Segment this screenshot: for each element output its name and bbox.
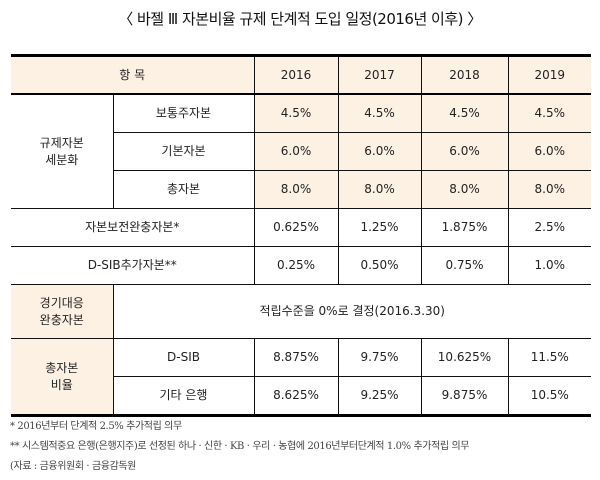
header-item: 항 목: [11, 54, 255, 95]
footnote: ** 시스템적중요 은행(은행지주)로 선정된 하나 · 신한 · KB · 우…: [10, 441, 470, 452]
cell: 9.25%: [337, 376, 422, 417]
cell: 8.0%: [337, 170, 422, 209]
cell: 8.0%: [420, 170, 509, 209]
cell: 2.5%: [507, 208, 591, 247]
row-label: D-SIB: [112, 338, 255, 377]
cell: 0.75%: [420, 246, 509, 285]
cell: 6.0%: [337, 132, 422, 171]
table-row: 경기대응 완충자본 적립수준을 0%로 결정(2016.3.30): [11, 284, 591, 339]
table-row: 자본보전완충자본* 0.625% 1.25% 1.875% 2.5%: [11, 208, 591, 247]
cell: 4.5%: [337, 93, 422, 133]
cell: 10.625%: [420, 338, 509, 377]
cell: 10.5%: [507, 376, 591, 417]
cell: 6.0%: [420, 132, 509, 171]
row-label: 자본보전완충자본*: [11, 208, 255, 247]
capital-ratio-table: 항 목 2016 2017 2018 2019 규제자본 세분화 보통주자본 4…: [11, 54, 591, 417]
table-row: 규제자본 세분화 보통주자본 4.5% 4.5% 4.5% 4.5%: [11, 93, 591, 209]
row-label: D-SIB추가자본**: [11, 246, 255, 285]
cell: 4.5%: [253, 93, 339, 133]
countercyclical-value: 적립수준을 0%로 결정(2016.3.30): [112, 284, 591, 339]
cell: 11.5%: [507, 338, 591, 377]
cell: 1.25%: [337, 208, 422, 247]
row-label-countercyclical: 경기대응 완충자본: [11, 284, 114, 339]
header-year: 2019: [507, 54, 591, 95]
cell: 9.875%: [420, 376, 509, 417]
row-label: 기타 은행: [113, 376, 255, 417]
table-row: 기본자본 6.0% 6.0% 6.0% 6.0%: [11, 132, 591, 171]
cell: 8.0%: [507, 170, 591, 209]
cell: 8.875%: [253, 338, 339, 377]
cell: 0.25%: [253, 246, 339, 285]
cell: 0.625%: [253, 208, 339, 247]
cell: 1.875%: [420, 208, 509, 247]
cell: 8.0%: [253, 170, 339, 209]
page-title: 〈 바젤 Ⅲ 자본비율 규제 단계적 도입 일정(2016년 이후) 〉: [118, 10, 482, 28]
group-label-regulatory-capital: 규제자본 세분화: [11, 93, 114, 209]
table-row: 기타 은행 8.625% 9.25% 9.875% 10.5%: [11, 376, 591, 417]
table-row: 총자본 8.0% 8.0% 8.0% 8.0%: [11, 170, 591, 209]
row-label: 보통주자본: [112, 93, 255, 133]
group-label-total-capital-ratio: 총자본 비율: [11, 338, 114, 417]
cell: 8.625%: [253, 376, 339, 417]
row-label: 총자본: [113, 170, 255, 209]
cell: 4.5%: [420, 93, 509, 133]
cell: 6.0%: [253, 132, 339, 171]
table-row: 총자본 비율 D-SIB 8.875% 9.75% 10.625% 11.5%: [11, 338, 591, 417]
cell: 6.0%: [507, 132, 591, 171]
footnote: * 2016년부터 단계적 2.5% 추가적립 의무: [10, 421, 182, 432]
footnotes: * 2016년부터 단계적 2.5% 추가적립 의무 ** 시스템적중요 은행(…: [10, 418, 595, 478]
header-year: 2018: [420, 54, 509, 95]
header-year: 2016: [253, 54, 339, 95]
source-note: (자료 : 금융위원회 · 금융감독원: [10, 461, 136, 472]
cell: 4.5%: [507, 93, 591, 133]
table-header-row: 항 목 2016 2017 2018 2019: [11, 54, 591, 95]
header-year: 2017: [337, 54, 422, 95]
cell: 0.50%: [337, 246, 422, 285]
row-label: 기본자본: [113, 132, 255, 171]
cell: 1.0%: [507, 246, 591, 285]
cell: 9.75%: [337, 338, 422, 377]
table-row: D-SIB추가자본** 0.25% 0.50% 0.75% 1.0%: [11, 246, 591, 285]
